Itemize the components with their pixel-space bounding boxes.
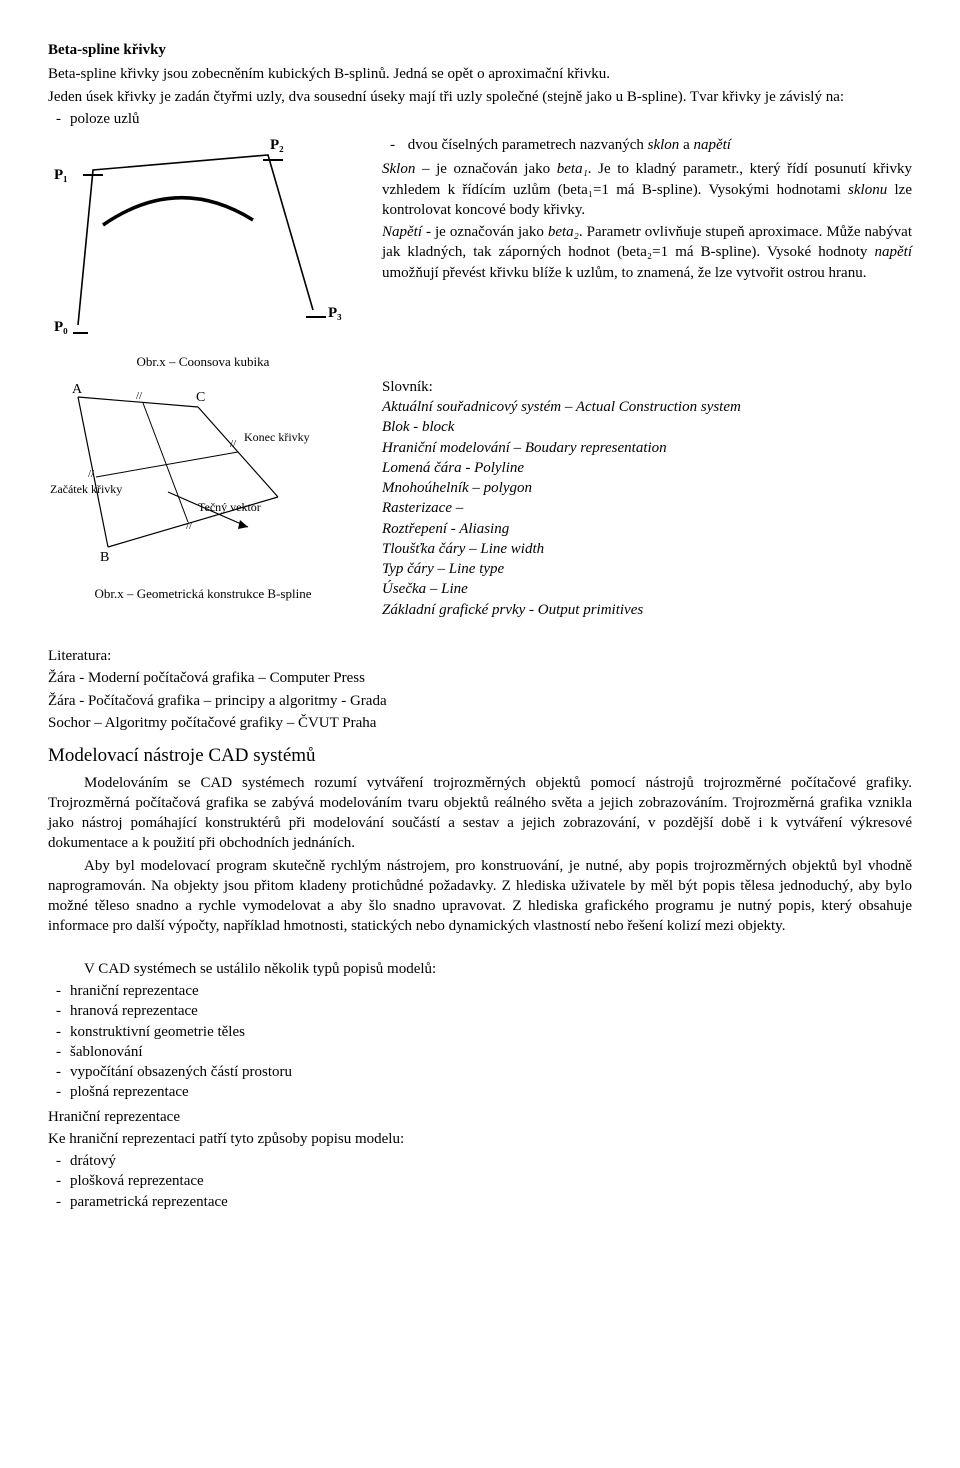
label-a: A xyxy=(72,382,83,397)
list2: drátový plošková reprezentace parametric… xyxy=(48,1151,912,1212)
label-end: Konec křivky xyxy=(244,430,310,444)
literatura-line: Sochor – Algoritmy počítačové grafiky – … xyxy=(48,713,912,733)
svg-text://: // xyxy=(186,520,193,532)
napeti-text: Napětí - je označován jako beta₂. Parame… xyxy=(382,222,912,283)
intro-line-1: Beta-spline křivky jsou zobecněním kubic… xyxy=(48,64,912,84)
sklon-text: Sklon – je označován jako beta₁. Je to k… xyxy=(382,159,912,220)
row-fig2: // // // // A C B Začátek křivky Konec k… xyxy=(48,377,912,620)
hranicni-title: Hraniční reprezentace xyxy=(48,1107,912,1127)
label-p0: P₀ xyxy=(54,319,68,335)
label-tangent: Tečný vektor xyxy=(198,500,261,514)
label-p3: P₃ xyxy=(328,305,342,321)
slovnik-item: Roztřepení - Aliasing xyxy=(382,519,912,539)
figure-1: P₁ P₀ P₂ P₃ Obr.x – Coonsova kubika xyxy=(48,135,358,371)
label-b: B xyxy=(100,550,109,565)
modelovaci-p1: Modelováním se CAD systémech rozumí vytv… xyxy=(48,773,912,854)
slovnik-title: Slovník: xyxy=(382,377,912,397)
bspline-svg: // // // // A C B Začátek křivky Konec k… xyxy=(48,377,348,577)
literatura-title: Literatura: xyxy=(48,646,912,666)
bullet-poloze: poloze uzlů xyxy=(48,109,912,129)
slovnik-item: Aktuální souřadnicový systém – Actual Co… xyxy=(382,397,912,417)
slovnik-item: Základní grafické prvky - Output primiti… xyxy=(382,600,912,620)
figure-1-caption: Obr.x – Coonsova kubika xyxy=(48,353,358,371)
list1-intro: V CAD systémech se ustálilo několik typů… xyxy=(48,959,912,979)
slovnik-item: Lomená čára - Polyline xyxy=(382,458,912,478)
list-item: hraniční reprezentace xyxy=(48,981,912,1001)
svg-text://: // xyxy=(88,468,95,480)
svg-text://: // xyxy=(136,390,143,402)
slovnik: Slovník: Aktuální souřadnicový systém – … xyxy=(382,377,912,620)
label-p2: P₂ xyxy=(270,137,284,153)
page-title: Beta-spline křivky xyxy=(48,40,912,60)
list-item: drátový xyxy=(48,1151,912,1171)
list-item: konstruktivní geometrie těles xyxy=(48,1022,912,1042)
slovnik-item: Úsečka – Line xyxy=(382,579,912,599)
figure-2: // // // // A C B Začátek křivky Konec k… xyxy=(48,377,358,620)
label-start: Začátek křivky xyxy=(50,482,122,496)
figure-2-caption: Obr.x – Geometrická konstrukce B-spline xyxy=(48,585,358,603)
coons-svg: P₁ P₀ P₂ P₃ xyxy=(48,135,348,345)
list-item: plošná reprezentace xyxy=(48,1082,912,1102)
list-item: vypočítání obsazených částí prostoru xyxy=(48,1062,912,1082)
label-c: C xyxy=(196,390,205,405)
hranicni-intro: Ke hraniční reprezentaci patří tyto způs… xyxy=(48,1129,912,1149)
slovnik-item: Rasterizace – xyxy=(382,498,912,518)
modelovaci-heading: Modelovací nástroje CAD systémů xyxy=(48,743,912,769)
bullet-params: dvou číselných parametrech nazvaných skl… xyxy=(382,135,912,155)
slovnik-item: Mnohoúhelník – polygon xyxy=(382,478,912,498)
svg-text://: // xyxy=(230,438,237,450)
slovnik-item: Blok - block xyxy=(382,417,912,437)
slovnik-item: Typ čáry – Line type xyxy=(382,559,912,579)
list-item: parametrická reprezentace xyxy=(48,1192,912,1212)
list-item: šablonování xyxy=(48,1042,912,1062)
list-item: plošková reprezentace xyxy=(48,1171,912,1191)
slovnik-item: Hraniční modelování – Boudary representa… xyxy=(382,438,912,458)
right-text: dvou číselných parametrech nazvaných skl… xyxy=(382,135,912,371)
row-fig1: P₁ P₀ P₂ P₃ Obr.x – Coonsova kubika dvou… xyxy=(48,135,912,371)
literatura-line: Žára - Počítačová grafika – principy a a… xyxy=(48,691,912,711)
list1: hraniční reprezentace hranová reprezenta… xyxy=(48,981,912,1103)
slovnik-item: Tloušťka čáry – Line width xyxy=(382,539,912,559)
intro-bullets: poloze uzlů xyxy=(48,109,912,129)
literatura-line: Žára - Moderní počítačová grafika – Comp… xyxy=(48,668,912,688)
intro-line-2: Jeden úsek křivky je zadán čtyřmi uzly, … xyxy=(48,87,912,107)
modelovaci-p2: Aby byl modelovací program skutečně rych… xyxy=(48,856,912,937)
list-item: hranová reprezentace xyxy=(48,1001,912,1021)
label-p1: P₁ xyxy=(54,167,68,183)
